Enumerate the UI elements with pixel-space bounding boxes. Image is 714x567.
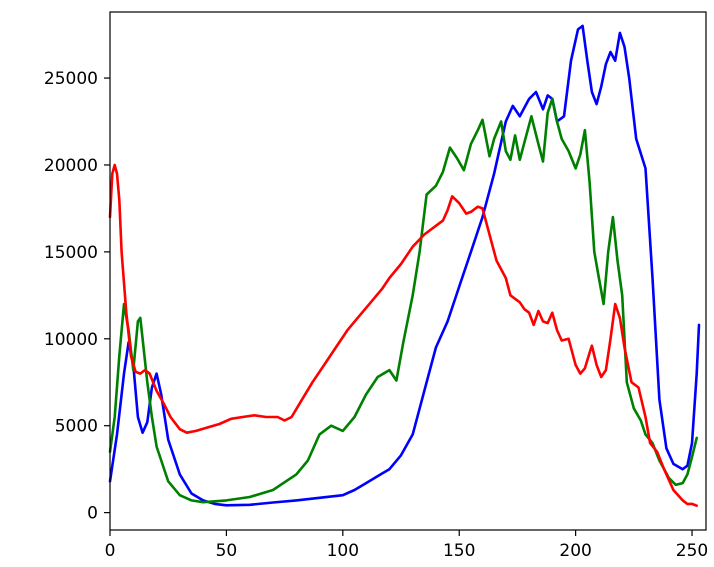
x-tick-label: 50 <box>216 541 238 561</box>
y-tick-label: 25000 <box>44 69 98 89</box>
y-axis-ticks: 0 5000 10000 15000 20000 25000 <box>44 69 110 524</box>
axes-frame <box>109 11 707 531</box>
y-tick-label: 10000 <box>44 330 98 350</box>
y-tick-label: 0 <box>87 504 98 524</box>
x-tick-label: 100 <box>327 541 359 561</box>
y-tick-label: 5000 <box>55 417 98 437</box>
green-channel-line <box>108 97 698 504</box>
x-tick-label: 250 <box>676 541 708 561</box>
y-tick-label: 15000 <box>44 243 98 263</box>
x-tick-label: 200 <box>559 541 591 561</box>
x-tick-label: 0 <box>105 541 116 561</box>
red-channel-line <box>108 163 698 507</box>
blue-channel-line <box>108 24 701 507</box>
plot-area <box>108 24 701 507</box>
y-tick-label: 20000 <box>44 156 98 176</box>
x-axis-ticks: 0 50 100 150 200 250 <box>105 530 708 561</box>
x-tick-label: 150 <box>443 541 475 561</box>
